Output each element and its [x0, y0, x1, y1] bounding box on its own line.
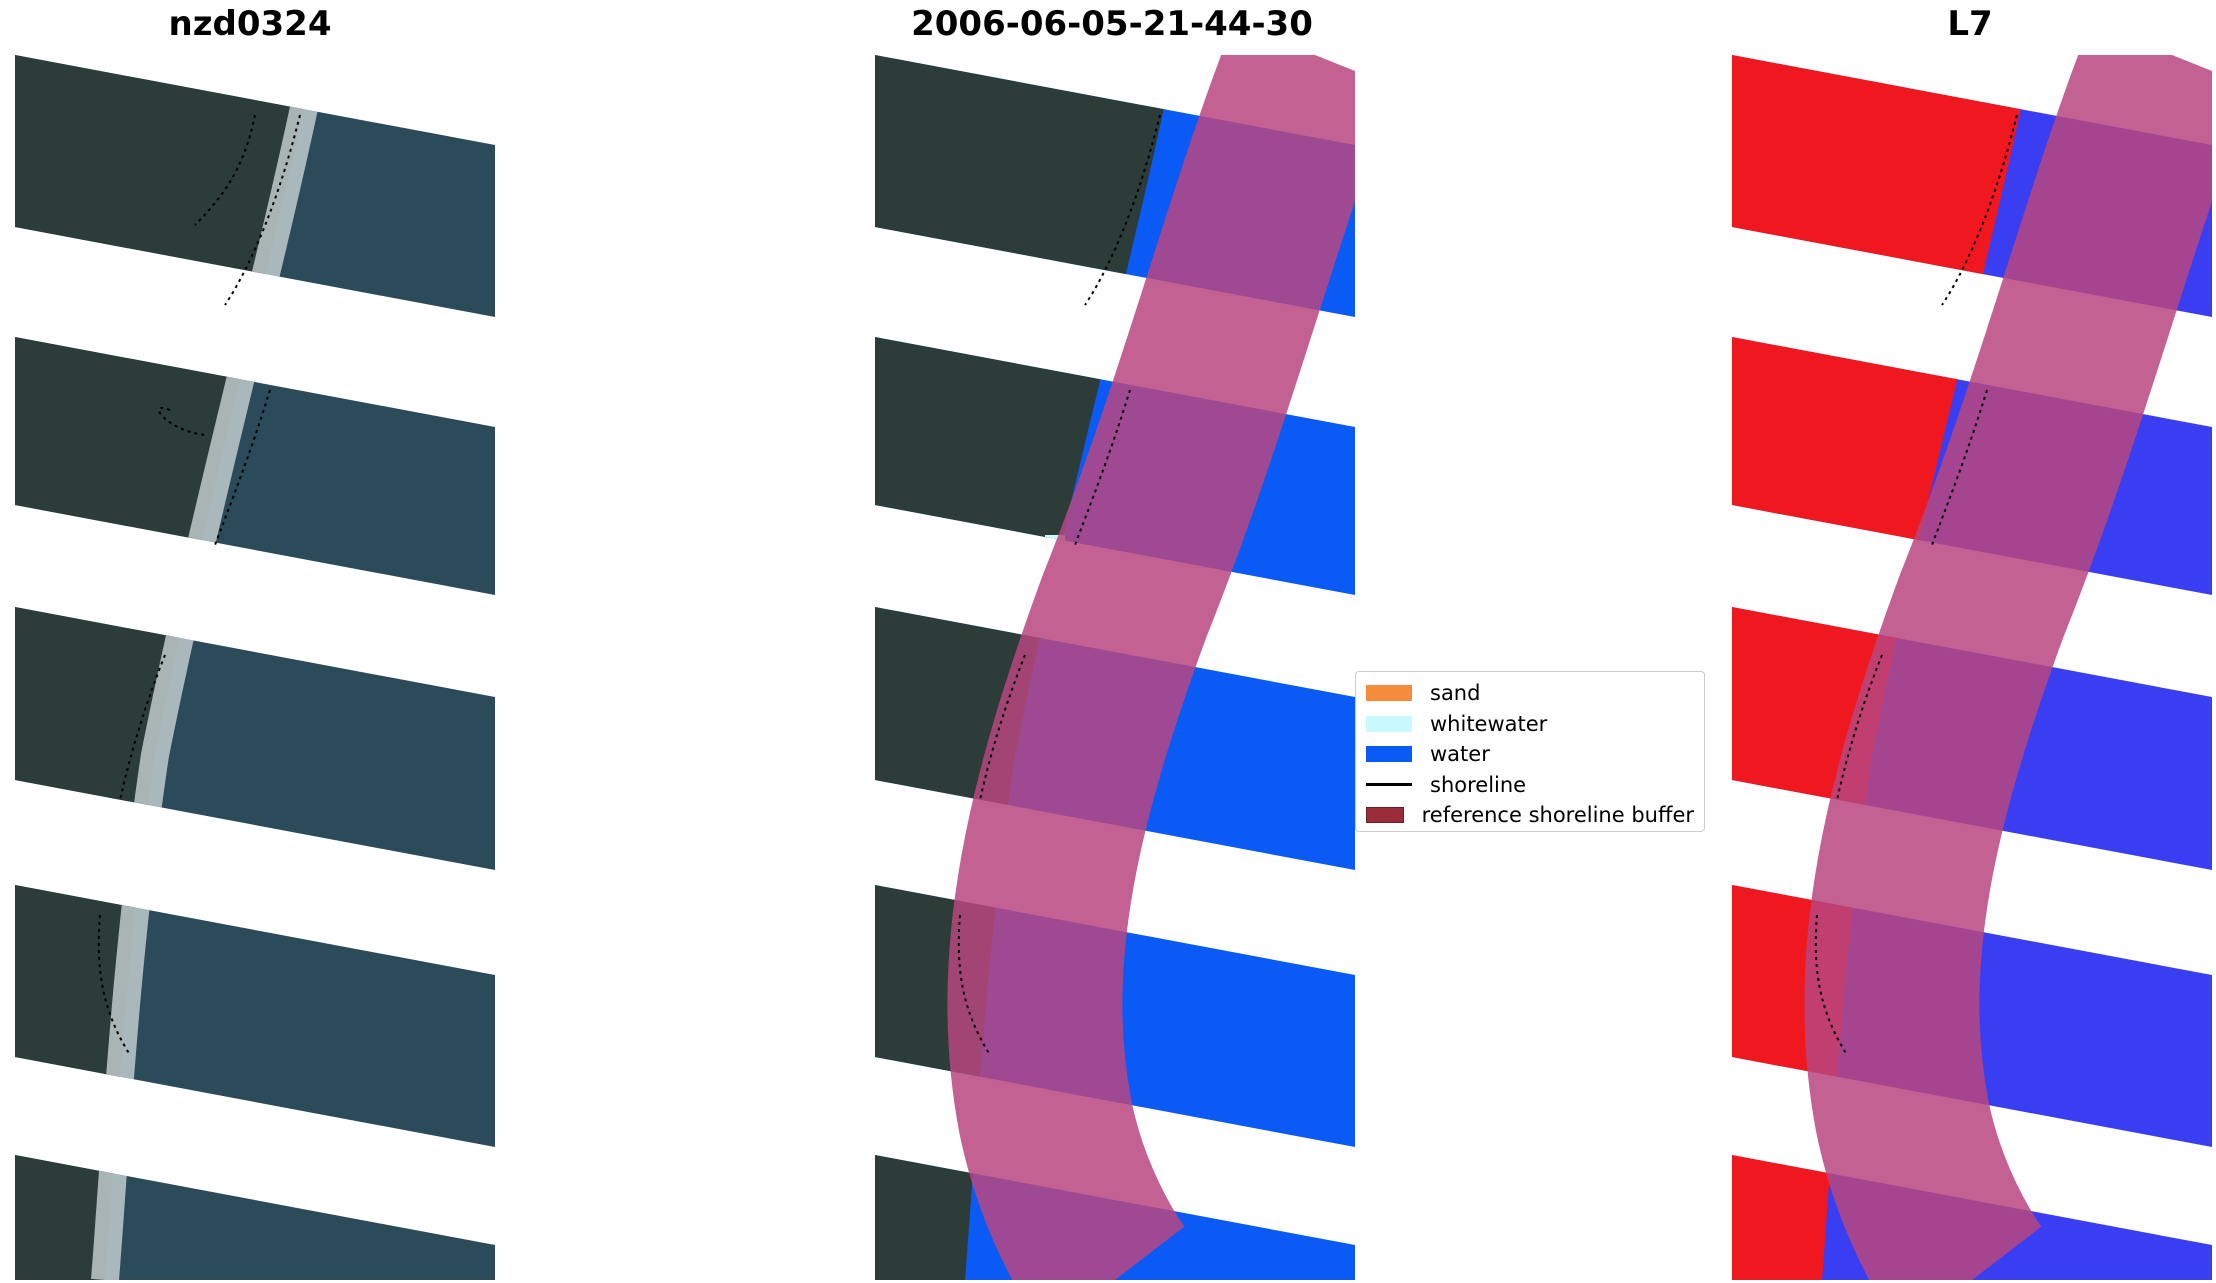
legend-item-buffer: reference shoreline buffer	[1366, 800, 1694, 831]
legend-label: shoreline	[1430, 772, 1527, 797]
legend-item-whitewater: whitewater	[1366, 709, 1694, 740]
legend-swatch-shoreline	[1366, 783, 1412, 787]
legend-item-shoreline: shoreline	[1366, 770, 1694, 801]
legend-label: sand	[1430, 681, 1481, 706]
legend-label: reference shoreline buffer	[1421, 803, 1694, 828]
map-legend: sand whitewater water shoreline referenc…	[1355, 671, 1705, 832]
legend-item-water: water	[1366, 739, 1694, 770]
legend-label: whitewater	[1430, 711, 1548, 736]
rgb-image-panel	[15, 55, 495, 1280]
legend-swatch-buffer	[1366, 807, 1404, 824]
legend-item-sand: sand	[1366, 678, 1694, 709]
classified-image-panel	[875, 55, 1355, 1280]
legend-swatch-water	[1366, 746, 1412, 763]
panel-title-classified: 2006-06-05-21-44-30	[911, 4, 1313, 44]
legend-swatch-sand	[1366, 685, 1412, 702]
panel-title-rgb: nzd0324	[168, 4, 332, 44]
panel-title-index: L7	[1947, 4, 1993, 44]
legend-label: water	[1430, 742, 1490, 767]
index-image-panel	[1732, 55, 2212, 1280]
legend-swatch-whitewater	[1366, 715, 1412, 732]
